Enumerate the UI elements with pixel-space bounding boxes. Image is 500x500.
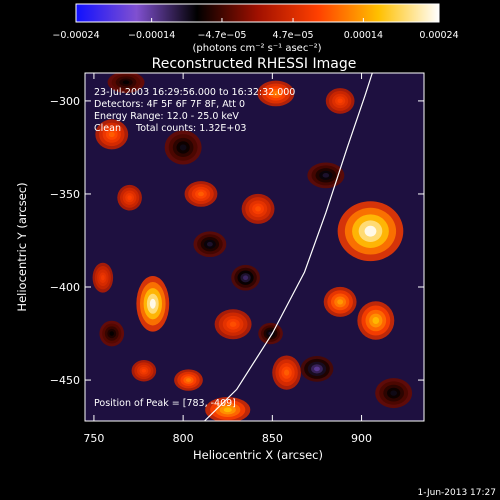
y-axis-label: Heliocentric Y (arcsec) xyxy=(15,182,29,311)
x-axis-label: Heliocentric X (arcsec) xyxy=(193,448,323,462)
colorbar xyxy=(76,4,439,22)
colorbar-tick-label: 4.7e−05 xyxy=(273,30,314,41)
source xyxy=(136,276,169,332)
source xyxy=(326,88,355,114)
colorbar-unit-label: (photons cm⁻² s⁻¹ asec⁻²) xyxy=(192,43,321,54)
chart-title: Reconstructed RHESSI Image xyxy=(152,56,357,72)
source xyxy=(258,323,283,344)
source xyxy=(174,369,203,390)
source xyxy=(357,301,394,340)
x-tick-label: 900 xyxy=(351,432,372,445)
colorbar-tick-label: −0.00024 xyxy=(52,30,99,41)
source xyxy=(338,201,404,261)
annotation-peak-position: Position of Peak = [783, -409] xyxy=(94,398,236,409)
source xyxy=(272,355,301,389)
source xyxy=(242,194,275,224)
source xyxy=(215,309,252,339)
source xyxy=(117,185,142,211)
annotation-detectors: Detectors: 4F 5F 6F 7F 8F, Att 0 xyxy=(94,99,245,110)
source xyxy=(132,360,157,381)
colorbar-tick-label: 0.00024 xyxy=(419,30,458,41)
colorbar-tick-label: 0.00014 xyxy=(344,30,383,41)
x-tick-label: 800 xyxy=(173,432,194,445)
x-tick-label: 850 xyxy=(262,432,283,445)
y-tick-label: −450 xyxy=(50,374,80,387)
source xyxy=(301,356,334,382)
source xyxy=(99,321,124,347)
source xyxy=(193,231,226,257)
annotation-energy-range: Energy Range: 12.0 - 25.0 keV xyxy=(94,111,239,122)
y-tick-label: −300 xyxy=(50,95,80,108)
colorbar-tick-label: −0.00014 xyxy=(128,30,175,41)
source xyxy=(165,130,202,164)
x-tick-label: 750 xyxy=(83,432,104,445)
source xyxy=(375,378,412,408)
source xyxy=(93,263,114,293)
annotation-time-range: 23-Jul-2003 16:29:56.000 to 16:32:32.000 xyxy=(94,87,295,98)
source xyxy=(231,265,260,291)
footer-date: 1-Jun-2013 17:27 xyxy=(418,488,497,498)
annotation-clean-counts: Clean Total counts: 1.32E+03 xyxy=(94,123,246,134)
y-tick-label: −400 xyxy=(50,281,80,294)
colorbar-tick-labels: −0.00024 −0.00014 −4.7e−05 4.7e−05 0.00014 0.… xyxy=(52,30,458,41)
source xyxy=(324,287,357,317)
y-tick-label: −350 xyxy=(50,188,80,201)
source xyxy=(307,163,344,189)
source xyxy=(185,181,218,207)
colorbar-tick-label: −4.7e−05 xyxy=(197,30,246,41)
